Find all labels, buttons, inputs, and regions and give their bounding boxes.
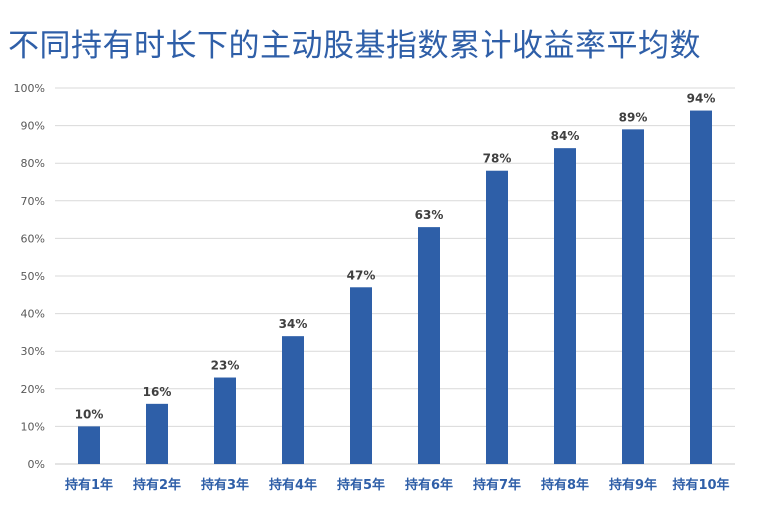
data-label: 78% <box>483 152 512 166</box>
category-label: 持有9年 <box>609 477 657 493</box>
y-tick-label: 70% <box>21 195 45 208</box>
bar <box>418 227 440 464</box>
category-label: 持有5年 <box>337 477 385 493</box>
bar <box>78 426 100 464</box>
gridlines <box>55 87 735 465</box>
category-label: 持有6年 <box>405 477 453 493</box>
y-tick-label: 30% <box>21 345 45 358</box>
y-tick-label: 40% <box>21 308 45 321</box>
bar <box>486 170 508 464</box>
category-label: 持有2年 <box>133 477 181 493</box>
y-tick-label: 10% <box>21 420 45 433</box>
y-tick-label: 90% <box>21 120 45 133</box>
bar <box>350 287 372 464</box>
category-label: 持有1年 <box>65 477 113 493</box>
bar <box>146 403 168 464</box>
category-label: 持有10年 <box>672 477 729 493</box>
bar <box>690 110 712 464</box>
data-label: 16% <box>143 385 172 399</box>
data-labels: 10% 16% 23% 34% 47% 63% 78% 84% 89% 94% <box>75 92 716 422</box>
bar <box>214 377 236 464</box>
chart-title: 不同持有时长下的主动股基指数累计收益率平均数 <box>8 28 701 64</box>
category-label: 持有8年 <box>541 477 589 493</box>
data-label: 34% <box>279 317 308 331</box>
category-label: 持有7年 <box>473 477 521 493</box>
category-label: 持有4年 <box>269 477 317 493</box>
x-axis-categories: 持有1年 持有2年 持有3年 持有4年 持有5年 持有6年 持有7年 持有8年 持有9年 持有10… <box>65 477 730 493</box>
data-label: 84% <box>551 129 580 143</box>
y-tick-label: 50% <box>21 270 45 283</box>
bar <box>622 129 644 465</box>
data-label: 63% <box>415 208 444 222</box>
data-label: 89% <box>619 110 648 124</box>
bars <box>78 110 712 465</box>
data-label: 10% <box>75 407 104 421</box>
y-tick-label: 20% <box>21 383 45 396</box>
y-axis-ticks: 0% 10% 20% 30% 40% 50% 60% 70% 80% 90% 100% <box>14 82 45 471</box>
data-label: 94% <box>687 92 716 106</box>
category-label: 持有3年 <box>201 477 249 493</box>
data-label: 47% <box>347 268 376 282</box>
y-tick-label: 0% <box>28 458 45 471</box>
y-tick-label: 80% <box>21 157 45 170</box>
y-tick-label: 100% <box>14 82 45 95</box>
data-label: 23% <box>211 359 240 373</box>
bar <box>282 336 304 464</box>
y-tick-label: 60% <box>21 232 45 245</box>
bar <box>554 148 576 464</box>
